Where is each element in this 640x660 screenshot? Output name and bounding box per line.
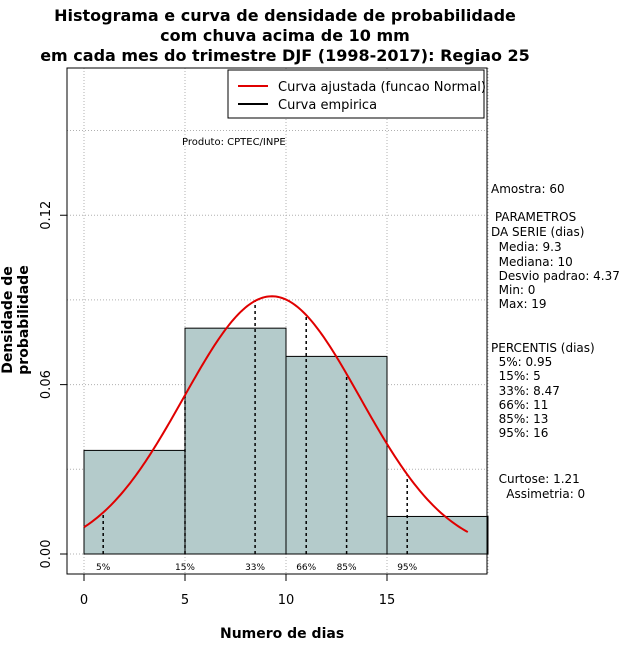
stats-max: Max: 19	[491, 297, 547, 311]
stats-param-title-2: DA SERIE (dias)	[491, 225, 585, 239]
axes: 0 5 10 15 0.00 0.06 0.12	[39, 201, 395, 608]
x-axis-title: Numero de dias	[220, 626, 345, 642]
stats-p5: 5%: 0.95	[491, 355, 553, 369]
x-tick-label: 5	[181, 593, 189, 608]
y-tick-label: 0.00	[39, 540, 54, 569]
y-tick-label: 0.12	[39, 201, 54, 230]
histogram-bar	[83, 449, 186, 555]
x-tick-label: 0	[80, 593, 88, 608]
stats-param-title-1: PARAMETROS	[491, 210, 577, 224]
percentile-label: 15%	[175, 563, 195, 573]
x-tick-label: 10	[278, 593, 295, 608]
chart-title-line-2: com chuva acima de 10 mm	[160, 26, 410, 45]
histogram-bars	[83, 327, 489, 555]
normal-curve	[83, 295, 469, 533]
percentile-label: 85%	[337, 563, 357, 573]
histogram-bar	[386, 515, 489, 555]
stats-percentis-title: PERCENTIS (dias)	[491, 341, 595, 355]
chart-title-line-1: Histograma e curva de densidade de proba…	[54, 6, 516, 25]
stats-assimetria: Assimetria: 0	[491, 487, 586, 501]
histogram-bar	[184, 327, 287, 555]
x-tick-label: 15	[379, 593, 396, 608]
legend-label-fit: Curva ajustada (funcao Normal)	[278, 80, 486, 95]
legend-box	[227, 69, 485, 119]
stats-curtose: Curtose: 1.21	[491, 472, 580, 486]
product-annotation: Produto: CPTEC/INPE	[182, 137, 286, 148]
stats-p15: 15%: 5	[491, 369, 541, 383]
percentile-label: 95%	[397, 563, 417, 573]
percentile-label: 66%	[296, 563, 316, 573]
percentile-lines: 5% 15% 33% 66% 85% 95%	[96, 300, 418, 573]
percentile-label: 5%	[96, 563, 111, 573]
legend-label-empirical: Curva empirica	[278, 98, 377, 113]
histogram-bar	[285, 355, 388, 555]
legend: Curva ajustada (funcao Normal) Curva emp…	[227, 69, 486, 119]
percentile-label: 33%	[245, 563, 265, 573]
stats-p95: 95%: 16	[491, 426, 549, 440]
stats-media: Media: 9.3	[491, 240, 562, 254]
y-axis-title: Densidade de probabilidade	[0, 265, 32, 375]
chart-title-line-3: em cada mes do trimestre DJF (1998-2017)…	[40, 46, 530, 65]
stats-p85: 85%: 13	[491, 412, 549, 426]
stats-p33: 33%: 8.47	[491, 384, 560, 398]
stats-min: Min: 0	[491, 283, 536, 297]
stats-p66: 66%: 11	[491, 398, 549, 412]
y-tick-label: 0.06	[39, 370, 54, 399]
stats-mediana: Mediana: 10	[491, 255, 573, 269]
stats-amostra: Amostra: 60	[491, 182, 565, 196]
stats-desvio: Desvio padrao: 4.37	[491, 269, 620, 283]
